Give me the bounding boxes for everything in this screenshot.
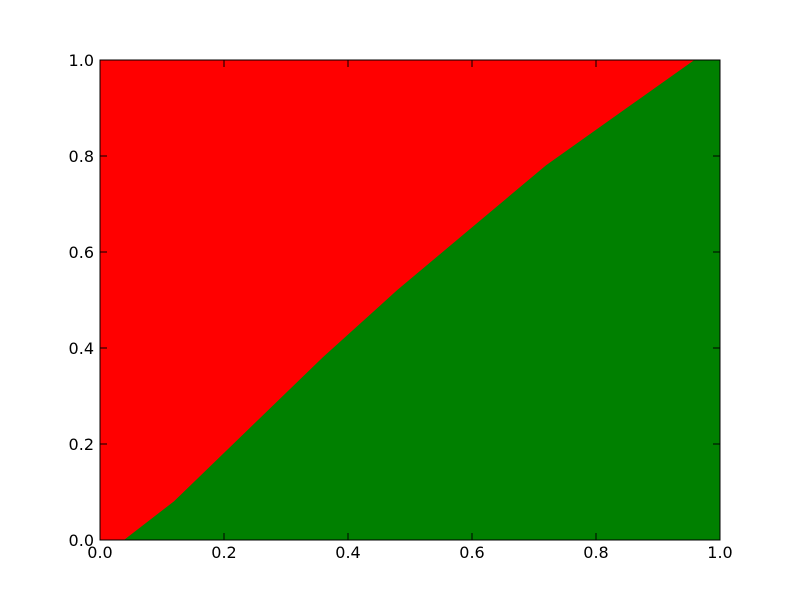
y-tick-label: 0.6 [69,243,94,262]
x-tick-label: 1.0 [707,543,732,562]
x-tick-label: 0.2 [211,543,236,562]
plot-frame [99,59,721,541]
y-tick-label: 0.4 [69,339,94,358]
x-tick-label: 0.0 [87,543,112,562]
x-tick-label: 0.6 [459,543,484,562]
y-tick-label: 1.0 [69,51,94,70]
x-tick-label: 0.8 [583,543,608,562]
x-tick-label: 0.4 [335,543,360,562]
y-tick-label: 0.2 [69,435,94,454]
y-tick-label: 0.8 [69,147,94,166]
y-tick-label: 0.0 [69,531,94,550]
